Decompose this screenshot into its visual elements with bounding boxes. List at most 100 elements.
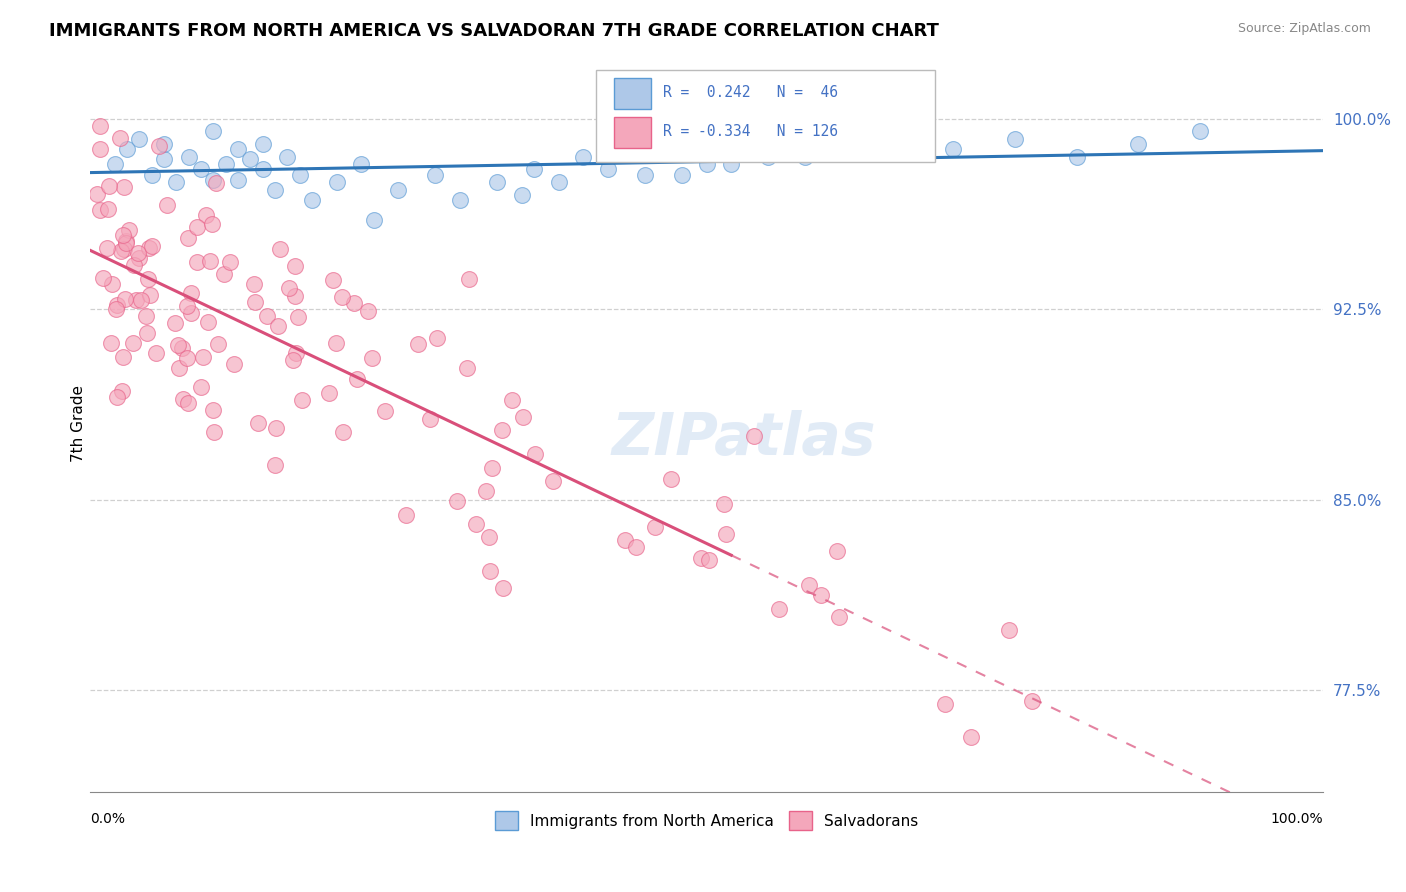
Point (330, 290, 353, 304)
Point (112, 242, 135, 256)
Point (419, 412, 441, 426)
Point (115, 142, 138, 156)
Point (256, 309, 278, 323)
Point (671, 168, 693, 182)
Point (394, 508, 416, 522)
Point (112, 179, 135, 194)
Point (212, 267, 235, 281)
Point (387, 183, 409, 197)
Point (186, 255, 208, 269)
Point (284, 288, 307, 302)
Point (278, 281, 301, 295)
Point (501, 393, 523, 408)
Point (129, 293, 152, 308)
Point (86, 186, 108, 201)
Point (122, 335, 145, 350)
Point (523, 162, 546, 177)
Point (696, 157, 718, 171)
Point (661, 472, 683, 486)
Point (105, 301, 128, 316)
Y-axis label: 7th Grade: 7th Grade (72, 385, 86, 462)
Point (176, 299, 198, 313)
Point (214, 157, 236, 171)
Point (97, 179, 120, 194)
Point (361, 351, 384, 366)
Point (827, 544, 849, 558)
Point (512, 410, 534, 425)
Point (190, 162, 212, 177)
Point (202, 172, 225, 186)
Point (288, 168, 311, 182)
Point (510, 187, 533, 202)
Point (263, 183, 285, 197)
Point (714, 527, 737, 541)
Text: Source: ZipAtlas.com: Source: ZipAtlas.com (1237, 22, 1371, 36)
Point (481, 460, 503, 475)
Point (284, 259, 307, 273)
Point (697, 553, 720, 567)
Point (141, 168, 163, 182)
Point (485, 175, 508, 189)
Text: IMMIGRANTS FROM NORTH AMERICA VS SALVADORAN 7TH GRADE CORRELATION CHART: IMMIGRANTS FROM NORTH AMERICA VS SALVADO… (49, 22, 939, 40)
Point (89, 203, 111, 218)
Point (118, 222, 141, 236)
Text: R = -0.334   N = 126: R = -0.334 N = 126 (664, 124, 838, 138)
Point (128, 251, 150, 265)
Legend: Immigrants from North America, Salvadorans: Immigrants from North America, Salvadora… (489, 805, 925, 836)
Text: 0.0%: 0.0% (90, 813, 125, 826)
Point (614, 533, 637, 548)
Point (572, 150, 595, 164)
Point (125, 293, 148, 308)
Point (173, 392, 195, 407)
Point (170, 341, 193, 355)
Point (97, 202, 120, 216)
Point (153, 137, 176, 152)
Point (122, 258, 145, 272)
Point (720, 157, 742, 171)
Point (287, 310, 309, 324)
Point (112, 350, 135, 364)
Point (325, 335, 347, 350)
Point (624, 540, 647, 554)
Point (222, 357, 245, 371)
Point (226, 142, 249, 156)
Point (267, 319, 290, 334)
Point (114, 293, 136, 307)
FancyBboxPatch shape (614, 78, 651, 109)
Point (103, 157, 125, 171)
Point (634, 168, 657, 182)
Point (252, 162, 274, 177)
Point (276, 150, 298, 164)
Point (115, 235, 138, 249)
Point (408, 336, 430, 351)
Point (165, 175, 187, 189)
Point (156, 197, 179, 211)
Point (1021, 694, 1043, 708)
Point (204, 176, 226, 190)
Point (89, 142, 111, 156)
Point (105, 390, 128, 404)
Point (201, 403, 224, 417)
Point (96, 241, 118, 255)
Point (301, 193, 323, 207)
Point (524, 447, 547, 461)
Point (363, 213, 385, 227)
Point (89, 119, 111, 133)
Point (226, 172, 249, 186)
Point (426, 331, 449, 345)
Point (141, 238, 163, 252)
Point (357, 303, 380, 318)
Point (195, 208, 218, 222)
Point (135, 310, 157, 324)
Point (475, 483, 498, 498)
Point (742, 429, 765, 443)
Point (176, 351, 198, 365)
Point (1188, 124, 1211, 138)
Point (596, 162, 619, 177)
Point (797, 578, 820, 592)
Point (100, 336, 122, 351)
Point (191, 351, 214, 365)
Point (478, 530, 501, 544)
Point (446, 493, 468, 508)
Point (880, 137, 903, 152)
